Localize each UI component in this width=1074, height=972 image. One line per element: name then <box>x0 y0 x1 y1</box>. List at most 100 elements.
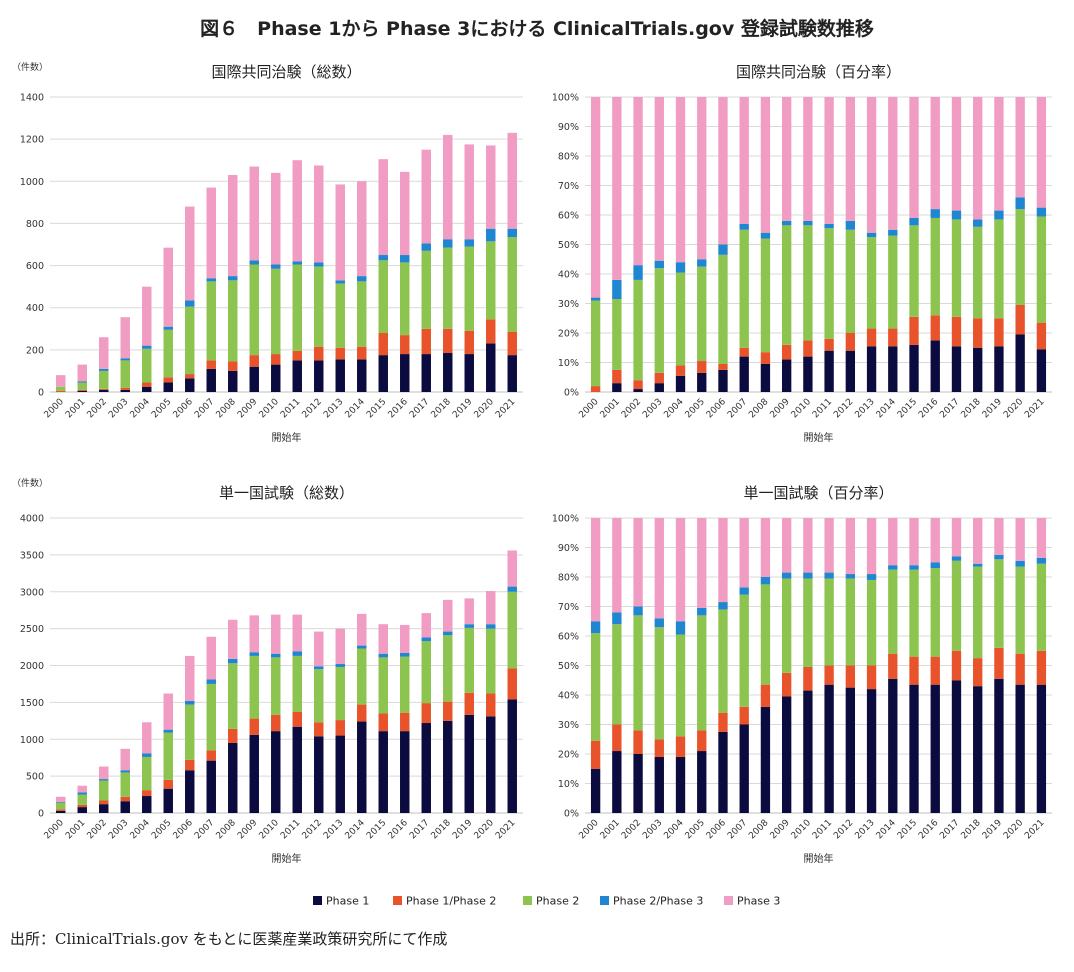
bar-segment <box>951 560 962 651</box>
x-tick-label: 2014 <box>875 397 898 420</box>
bar-segment <box>271 653 281 658</box>
bar-segment <box>760 518 771 577</box>
x-tick-label: 2001 <box>64 397 87 420</box>
y-tick-label: 0 <box>38 388 44 399</box>
bar-segment <box>185 374 195 379</box>
x-tick-label: 2020 <box>473 818 496 841</box>
x-tick-label: 2002 <box>86 818 109 841</box>
bar-segment <box>314 266 324 347</box>
bar-segment <box>400 171 410 256</box>
chart-panel-intl-total: 国際共同治験（総数） （件数） 0 200 400 600 800 1000 1200 1400 2… <box>12 61 523 444</box>
bar-segment <box>249 366 259 392</box>
bar-segment <box>718 363 728 370</box>
bar-segment <box>228 742 238 813</box>
y-tick-label: 1500 <box>20 698 44 709</box>
x-tick-label: 2007 <box>726 818 749 841</box>
bar-segment <box>486 228 496 242</box>
bar-segment <box>443 635 453 702</box>
x-tick-label: 2013 <box>322 818 345 841</box>
x-tick-label: 2014 <box>344 818 367 841</box>
bar-segment <box>909 656 919 685</box>
bar-segment <box>314 346 324 361</box>
bar-segment <box>909 565 919 570</box>
bar-segment <box>930 217 940 316</box>
x-tick-label: 2018 <box>960 397 983 420</box>
x-tick-label: 2009 <box>769 397 792 420</box>
bar-segment <box>292 360 302 392</box>
bar-segment <box>824 684 834 813</box>
bar-segment <box>142 722 152 754</box>
bar-segment <box>718 369 728 392</box>
bar-segment <box>675 518 686 622</box>
bar-segment <box>206 750 216 761</box>
legend-label: Phase 1/Phase 2 <box>406 895 496 908</box>
bar-segment <box>739 223 749 230</box>
bar-segment <box>760 352 771 364</box>
bar-segment <box>335 628 345 665</box>
bar-segment <box>77 390 87 392</box>
bar-segment <box>951 680 962 813</box>
bar-segment <box>56 375 66 387</box>
x-tick-label: 2015 <box>365 818 388 841</box>
bar-segment <box>803 225 813 341</box>
bar-segment <box>378 255 388 261</box>
bar-segment <box>994 210 1004 220</box>
bar-segment <box>781 359 792 392</box>
bar-segment <box>803 220 813 226</box>
x-tick-label: 2020 <box>1002 397 1025 420</box>
bar-segment <box>99 337 109 369</box>
bar-segment <box>994 647 1004 679</box>
bar-segment <box>464 354 474 392</box>
bar-segment <box>357 181 367 277</box>
bar-segment <box>1036 518 1047 558</box>
x-tick-label: 2015 <box>896 397 919 420</box>
bar-segment <box>930 568 940 657</box>
bar-segment <box>718 518 728 603</box>
x-tick-label: 2019 <box>451 818 474 841</box>
bar-segment <box>1036 216 1047 323</box>
bar-segment <box>464 246 474 331</box>
bar-segment <box>77 792 87 795</box>
bar-segment <box>888 653 898 679</box>
bar-segment <box>994 554 1004 560</box>
bar-segment <box>357 359 367 392</box>
legend-swatch <box>600 896 609 905</box>
bar-segment <box>1015 684 1025 813</box>
x-tick-label: 2000 <box>43 397 66 420</box>
bar-segment <box>206 636 216 680</box>
x-tick-label: 2018 <box>430 818 453 841</box>
bar-segment <box>590 386 601 392</box>
x-tick-label: 2004 <box>662 818 685 841</box>
bar-segment <box>357 721 367 813</box>
bar-segment <box>994 97 1004 211</box>
x-tick-label: 2018 <box>430 397 453 420</box>
bar-segment <box>185 655 195 701</box>
bar-segment <box>633 97 643 266</box>
bar-segment <box>249 615 259 653</box>
y-tick-label: 4000 <box>20 514 44 525</box>
bar-segment <box>56 809 66 811</box>
bar-segment <box>654 627 664 740</box>
bar-segment <box>486 343 496 392</box>
bar-segment <box>654 518 664 619</box>
bar-segment <box>633 265 643 280</box>
bar-segment <box>675 634 686 737</box>
x-tick-label: 2020 <box>1002 818 1025 841</box>
x-tick-label: 2002 <box>620 397 643 420</box>
bar-segment <box>1015 304 1025 335</box>
bar-segment <box>335 664 345 667</box>
bar-segment <box>142 796 152 813</box>
bar-segment <box>718 97 728 245</box>
x-tick-label: 2020 <box>473 397 496 420</box>
bar-segment <box>888 235 898 329</box>
bar-segment <box>77 785 87 793</box>
bar-segment <box>507 668 517 700</box>
x-tick-label: 2019 <box>451 397 474 420</box>
bar-segment <box>206 281 216 361</box>
y-tick-label: 0% <box>564 388 579 399</box>
chart-panel-intl-percent: 国際共同治験（百分率） 0% 10% 20% 30% 40% 50% 60% 70% 80% 90%… <box>552 63 1052 444</box>
bar-segment <box>1036 322 1047 350</box>
bar-segment <box>99 800 109 805</box>
bar-segment <box>77 794 87 805</box>
bar-segment <box>77 381 87 383</box>
